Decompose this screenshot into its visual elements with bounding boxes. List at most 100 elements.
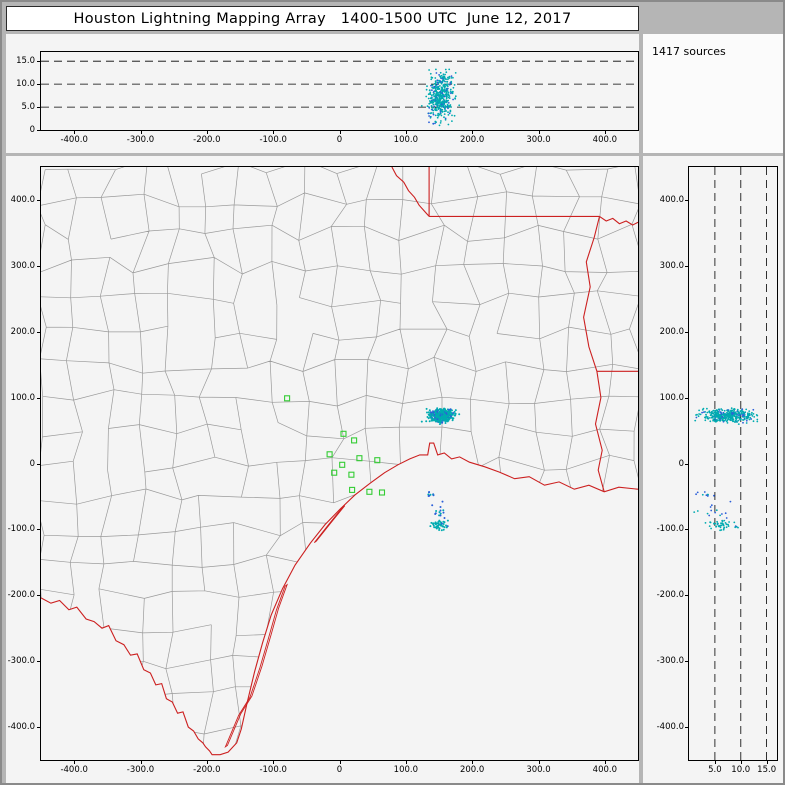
- tick-mark: [685, 463, 688, 465]
- tick-label: 100.0: [10, 392, 35, 403]
- tick-mark: [685, 397, 688, 399]
- tick-mark: [37, 84, 40, 86]
- tick-label: -400.0: [656, 722, 684, 733]
- state-border-red-river-upper: [391, 167, 430, 217]
- altitude-gridlines-right: [714, 167, 767, 760]
- tick-mark: [685, 661, 688, 663]
- tick-mark: [538, 131, 540, 134]
- tick-label: 0: [29, 458, 35, 469]
- tick-mark: [206, 761, 208, 764]
- tick-label: -200.0: [193, 765, 221, 775]
- tick-label: 300.0: [526, 765, 551, 775]
- state-border-tx-la-sabine-north: [583, 216, 601, 372]
- tick-mark: [37, 463, 40, 465]
- tick-mark: [740, 761, 742, 764]
- tick-label: 200.0: [459, 765, 485, 775]
- window-title: Houston Lightning Mapping Array 1400-150…: [73, 10, 572, 27]
- tick-mark: [685, 265, 688, 267]
- tick-label: -400.0: [60, 135, 88, 145]
- tick-label: -100.0: [7, 524, 35, 535]
- tick-label: 0: [678, 458, 684, 469]
- tick-mark: [685, 727, 688, 729]
- tick-label: -300.0: [126, 765, 155, 775]
- plan-view-map-plot[interactable]: [40, 166, 639, 761]
- tick-label: 0: [336, 135, 343, 145]
- tick-label: 200.0: [10, 326, 35, 337]
- coastline-rio-grande: [41, 442, 638, 756]
- tick-mark: [74, 131, 76, 134]
- ew-altitude-svg: [41, 60, 638, 127]
- tick-mark: [604, 131, 606, 134]
- plan-view-svg: [41, 167, 638, 760]
- tick-mark: [37, 331, 40, 333]
- altitude-ns-plot[interactable]: [688, 166, 778, 761]
- tick-mark: [339, 131, 341, 134]
- tick-mark: [206, 131, 208, 134]
- tick-mark: [472, 131, 474, 134]
- tick-label: 15.0: [757, 765, 777, 775]
- tick-label: 200.0: [659, 326, 684, 337]
- tick-mark: [339, 761, 341, 764]
- tick-label: 0: [29, 125, 35, 135]
- tick-label: -300.0: [126, 135, 155, 145]
- tick-label: -400.0: [60, 765, 88, 775]
- tick-label: 15.0: [16, 56, 35, 67]
- tick-mark: [538, 761, 540, 764]
- title-bar[interactable]: Houston Lightning Mapping Array 1400-150…: [6, 6, 639, 31]
- tick-mark: [714, 761, 716, 764]
- tick-mark: [405, 761, 407, 764]
- lma-stations: [284, 395, 386, 496]
- tick-mark: [140, 131, 142, 134]
- tick-mark: [685, 199, 688, 201]
- ew-altitude-plot[interactable]: [40, 51, 639, 131]
- tick-label: -300.0: [656, 656, 684, 667]
- tick-mark: [74, 761, 76, 764]
- tick-mark: [685, 529, 688, 531]
- tick-mark: [604, 761, 606, 764]
- tick-label: 10.0: [16, 79, 35, 90]
- state-border-red-river-east: [599, 215, 638, 226]
- tick-mark: [37, 595, 40, 597]
- tick-label: 300.0: [659, 260, 684, 271]
- tick-mark: [37, 397, 40, 399]
- tick-label: 400.0: [659, 194, 684, 205]
- tick-mark: [472, 761, 474, 764]
- altitude-gridlines: [41, 60, 638, 108]
- tick-label: 10.0: [731, 765, 751, 775]
- barrier-island: [313, 505, 346, 543]
- tick-label: 400.0: [592, 135, 617, 145]
- tick-mark: [685, 595, 688, 597]
- tick-label: 100.0: [393, 765, 418, 775]
- tick-label: -200.0: [656, 590, 684, 601]
- lightning-sources-plan: [420, 407, 461, 532]
- tick-mark: [37, 661, 40, 663]
- tick-label: 5.0: [21, 102, 35, 113]
- tick-label: 300.0: [10, 260, 35, 271]
- tick-label: 300.0: [526, 135, 551, 145]
- gulf-and-mexico-mask: [41, 443, 638, 760]
- tick-mark: [766, 761, 768, 764]
- tick-label: -400.0: [7, 722, 35, 733]
- tick-mark: [37, 727, 40, 729]
- plan-view-panel: -400.0 -300.0 -200.0 -100.0 0 100.0 200.0 300.0…: [6, 156, 639, 783]
- tick-label: 200.0: [459, 135, 485, 145]
- tick-label: -200.0: [7, 590, 35, 601]
- tick-mark: [37, 529, 40, 531]
- tick-label: 100.0: [393, 135, 418, 145]
- source-count-panel: 1417 sources: [643, 34, 783, 153]
- lightning-sources-ew-alt: [420, 68, 461, 127]
- altitude-ns-panel: 400.0 300.0 200.0 100.0 0 -100.0 -200.0 -300.0 -…: [643, 156, 783, 783]
- tick-label: 100.0: [659, 392, 684, 403]
- barrier-island: [224, 583, 289, 748]
- tick-mark: [37, 265, 40, 267]
- ew-altitude-panel: -400.0 -300.0 -200.0 -100.0 0 100.0 200.0 300.0…: [6, 34, 639, 153]
- tick-mark: [405, 131, 407, 134]
- tick-mark: [37, 130, 40, 131]
- tick-mark: [37, 199, 40, 201]
- tick-label: 400.0: [10, 194, 35, 205]
- tick-label: 5.0: [708, 765, 722, 775]
- tick-mark: [140, 761, 142, 764]
- tick-label: -300.0: [7, 656, 35, 667]
- tick-label: -100.0: [259, 135, 287, 145]
